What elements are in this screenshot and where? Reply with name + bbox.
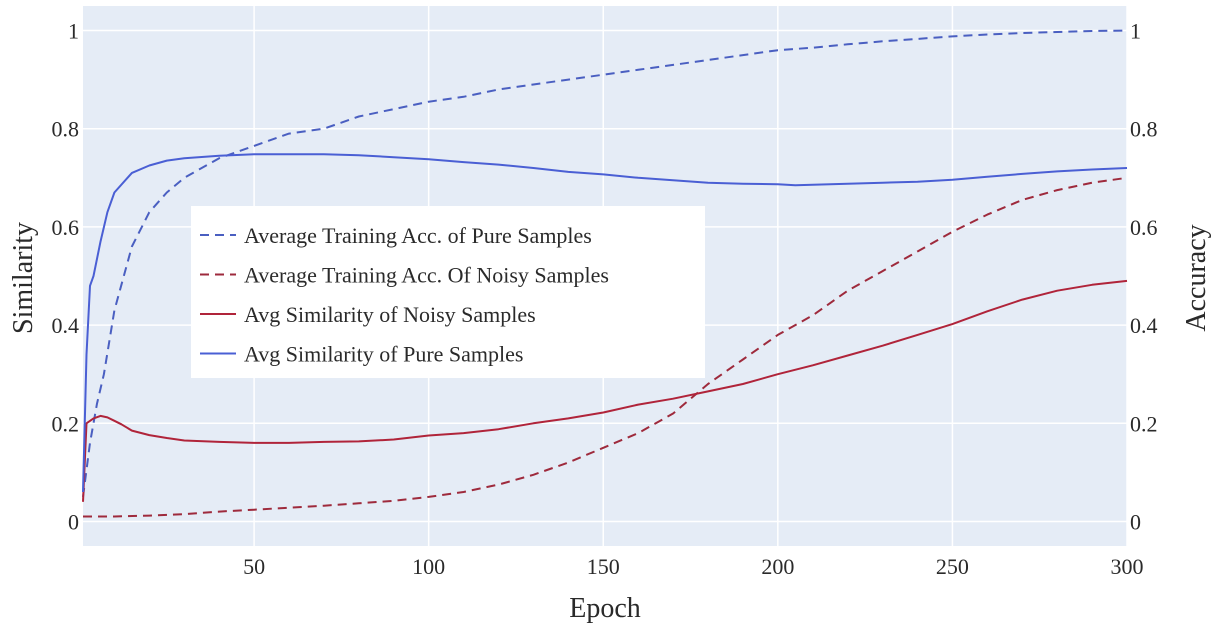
- y-right-tick-label: 0: [1130, 509, 1141, 534]
- y-right-tick-label: 0.8: [1130, 117, 1158, 142]
- y-right-tick-label: 1: [1130, 19, 1141, 44]
- series-line: [82, 29, 1128, 498]
- y-left-axis-title: Similarity: [8, 222, 39, 334]
- x-tick-label: 50: [243, 554, 265, 579]
- y-left-tick-label: 0.8: [52, 117, 80, 142]
- y-left-tick-label: 1: [68, 19, 79, 44]
- y-left-tick-label: 0.6: [52, 215, 80, 240]
- x-axis-title: Epoch: [569, 593, 641, 624]
- y-right-tick-labels: 0 0.2 0.4 0.6 0.8 1: [1130, 19, 1158, 535]
- legend-box: [191, 206, 705, 378]
- series-line: [82, 153, 1128, 493]
- series-line: [82, 279, 1128, 502]
- series-lines: [82, 29, 1128, 518]
- legend-label: Average Training Acc. of Pure Samples: [244, 223, 592, 248]
- x-tick-labels: 50 100 150 200 250 300: [243, 554, 1143, 579]
- legend: Average Training Acc. of Pure Samples Ave…: [191, 206, 705, 378]
- x-tick-label: 200: [761, 554, 794, 579]
- y-right-tick-label: 0.2: [1130, 411, 1158, 436]
- x-tick-label: 300: [1111, 554, 1144, 579]
- legend-label: Avg Similarity of Pure Samples: [244, 342, 523, 367]
- series-line: [83, 176, 1128, 518]
- x-tick-label: 100: [412, 554, 445, 579]
- legend-label: Avg Similarity of Noisy Samples: [244, 302, 536, 327]
- x-tick-label: 250: [936, 554, 969, 579]
- y-right-axis-title: Accuracy: [1181, 224, 1212, 331]
- y-left-tick-label: 0: [68, 509, 79, 534]
- y-right-tick-label: 0.6: [1130, 215, 1158, 240]
- y-left-tick-label: 0.2: [52, 411, 80, 436]
- y-left-tick-label: 0.4: [52, 313, 80, 338]
- y-right-tick-label: 0.4: [1130, 313, 1158, 338]
- y-left-tick-labels: 0 0.2 0.4 0.6 0.8 1: [52, 19, 80, 535]
- x-tick-label: 150: [587, 554, 620, 579]
- legend-label: Average Training Acc. Of Noisy Samples: [244, 263, 609, 288]
